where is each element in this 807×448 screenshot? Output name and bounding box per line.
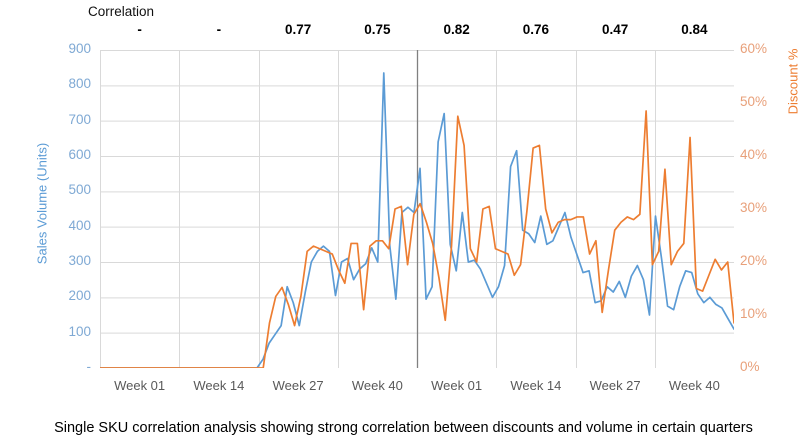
correlation-value-8: 0.84 (681, 22, 708, 37)
correlation-value-6: 0.76 (522, 22, 550, 37)
left-y-tick-200: 200 (68, 288, 91, 304)
left-y-tick-900: 900 (68, 41, 91, 56)
correlation-value-5: 0.82 (443, 22, 470, 37)
series-line-2 (100, 110, 734, 368)
series-line-1 (100, 72, 734, 368)
left-y-tick-300: 300 (68, 253, 91, 268)
correlation-value-3: 0.77 (284, 22, 312, 37)
x-tick-7: Week 27 (589, 378, 641, 393)
right-y-tick-10: 10% (740, 306, 768, 321)
x-tick-8: Week 40 (668, 378, 720, 393)
correlation-value-7: 0.47 (601, 22, 629, 37)
right-y-tick-40: 40% (740, 147, 768, 162)
x-tick-4: Week 40 (351, 378, 403, 393)
x-tick-2: Week 14 (193, 378, 245, 393)
right-y-tick-20: 20% (740, 253, 768, 268)
right-y-tick-0: 0% (740, 359, 760, 374)
correlation-value-1: - (137, 22, 142, 37)
correlation-header-label: Correlation (88, 4, 155, 19)
series-lines (100, 72, 734, 368)
plot-svg (100, 50, 734, 368)
left-y-tick-700: 700 (68, 111, 91, 127)
correlation-header-band: Correlation (0, 0, 807, 40)
x-tick-3: Week 27 (272, 378, 324, 393)
right-y-tick-50: 50% (740, 94, 768, 109)
right-axis-title: Discount % (785, 48, 801, 115)
left-y-tick-0: - (86, 359, 92, 374)
left-y-tick-100: 100 (68, 323, 91, 339)
figure-caption: Single SKU correlation analysis showing … (54, 420, 753, 436)
correlation-value-2: - (216, 22, 222, 37)
left-y-tick-800: 800 (68, 76, 91, 92)
x-tick-5: Week 01 (431, 378, 483, 393)
left-axis-title: Sales Volume (Units) (34, 142, 50, 265)
plot-area (100, 50, 734, 368)
x-tick-6: Week 14 (510, 378, 562, 393)
right-y-tick-30: 30% (740, 200, 768, 215)
left-y-tick-600: 600 (68, 147, 91, 162)
vertical-gridlines (100, 50, 656, 368)
left-y-tick-500: 500 (68, 182, 91, 198)
right-y-tick-60: 60% (740, 41, 768, 56)
left-y-tick-400: 400 (68, 217, 91, 233)
correlation-value-4: 0.75 (364, 22, 391, 37)
x-tick-1: Week 01 (114, 378, 166, 393)
